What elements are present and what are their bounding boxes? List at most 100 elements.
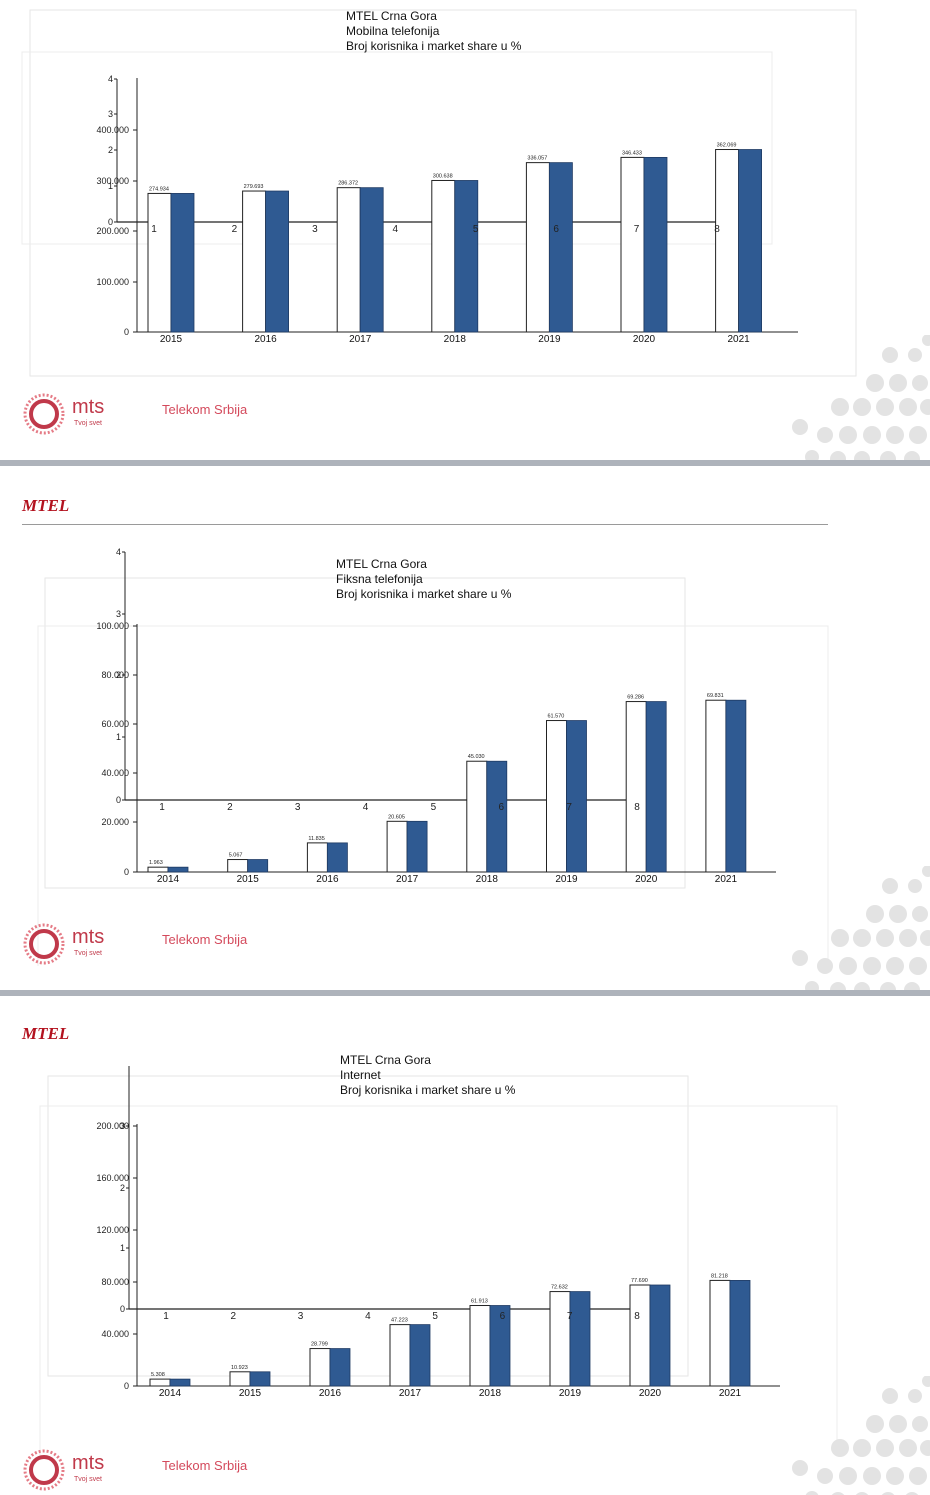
bar-outline [147,192,172,333]
overlay-x-tick-label: 7 [634,224,640,235]
decorative-dot [805,981,819,990]
bar [326,842,348,873]
chart-title: MTEL Crna Gora [340,1053,431,1067]
bar-outline [389,1324,411,1387]
decorative-dot [908,879,922,893]
y-tick-label: 80.000 [101,670,129,680]
chart-frame [44,577,686,889]
data-label: 5.308 [151,1372,165,1378]
data-label: 69.286 [627,695,644,701]
bar [643,156,668,333]
bar-outline [386,820,408,873]
chart-subtitle: Broj korisnika i market share u % [336,587,512,601]
slide-fixed: MTEL MTEL Crna Gora Fiksna telefonija Broj… [0,466,930,990]
bar [649,1284,671,1387]
data-label: 11.835 [308,836,324,842]
overlay-x-tick-label: 1 [151,224,157,235]
decorative-dot [899,1439,917,1457]
data-label: 5.067 [229,853,243,859]
bar-outline [709,1279,731,1387]
decorative-dot [880,451,896,460]
overlay-x-tick-label: 6 [499,802,505,813]
overlay-y-tick-label: 0 [108,217,113,227]
decorative-dot [912,375,928,391]
decorative-dot [904,451,920,460]
bar-outline [629,1284,651,1387]
decorative-dots [792,335,930,460]
decorative-dot [882,1388,898,1404]
mts-logo: mts Tvoj svet Telekom Srbija [22,392,262,438]
decorative-dot [876,1439,894,1457]
overlay-y-tick-label: 1 [120,1243,125,1253]
bar [247,859,269,873]
bar-outline [147,866,169,873]
bar [249,1371,271,1387]
overlay-x-tick-label: 3 [295,802,301,813]
decorative-dot [876,398,894,416]
overlay-y-tick-label: 3 [108,109,113,119]
decorative-dot [831,1492,845,1495]
x-tick-label: 2021 [719,1388,742,1399]
x-tick-label: 2020 [635,874,658,885]
overlay-x-tick-label: 5 [473,224,479,235]
mts-logo-tagline: Tvoj svet [74,950,103,957]
data-label: 286.372 [338,181,358,187]
decorative-dot [805,450,819,460]
y-tick-label: 160.000 [96,1173,129,1183]
bar-outline [625,701,647,873]
bar [329,1348,351,1387]
data-label: 20.605 [388,814,405,820]
bar [566,720,587,873]
overlay-x-tick-label: 4 [365,1311,371,1322]
data-label: 69.831 [707,693,724,699]
bar-outline [306,842,328,873]
overlay-y-tick-label: 0 [120,1304,125,1314]
decorative-dot [886,957,904,975]
bar-outline [336,187,361,333]
decorative-dot [909,957,927,975]
y-tick-label: 0 [124,327,129,337]
y-tick-label: 100.000 [96,621,129,631]
y-tick-label: 200.000 [96,226,129,236]
data-label: 279.693 [244,184,264,190]
decorative-dot [830,982,846,990]
decorative-dot [831,398,849,416]
bar-outline [149,1378,171,1387]
bar-outline [715,149,740,333]
bar-outline [705,699,727,873]
data-label: 72.632 [551,1285,568,1291]
x-tick-label: 2019 [559,1388,582,1399]
chart-frame-inner [39,1105,838,1456]
overlay-y-tick-label: 3 [120,1121,125,1131]
chart-title: MTEL Crna Gora [336,557,427,571]
decorative-dot [853,929,871,947]
y-tick-label: 0 [124,1381,129,1391]
x-tick-label: 2018 [479,1388,502,1399]
decorative-dot [863,1467,881,1485]
data-label: 346.433 [622,150,642,156]
overlay-y-tick-label: 0 [116,795,121,805]
decorative-dot [889,1415,907,1433]
bar [454,180,479,333]
data-label: 1.963 [149,860,163,866]
decorative-dot [880,982,896,990]
decorative-dot [831,929,849,947]
decorative-dot [905,1492,919,1495]
decorative-dot [866,1415,884,1433]
chart-subtitle: Broj korisnika i market share u % [340,1083,516,1097]
overlay-x-tick-label: 6 [500,1311,506,1322]
overlay-x-tick-label: 3 [312,224,318,235]
decorative-dot [855,1492,869,1495]
mts-logo-text: mts [72,926,105,948]
overlay-x-tick-label: 1 [159,802,165,813]
overlay-y-tick-label: 1 [108,181,113,191]
decorative-dot [882,878,898,894]
x-tick-label: 2015 [239,1388,262,1399]
decorative-dot [792,419,808,435]
overlay-x-tick-label: 5 [432,1311,438,1322]
data-label: 61.570 [548,714,565,720]
data-label: 81.218 [711,1273,728,1279]
mts-logo: mts Tvoj svet Telekom Srbija [22,1448,262,1494]
overlay-y-tick-label: 2 [116,670,121,680]
x-tick-label: 2018 [476,874,499,885]
